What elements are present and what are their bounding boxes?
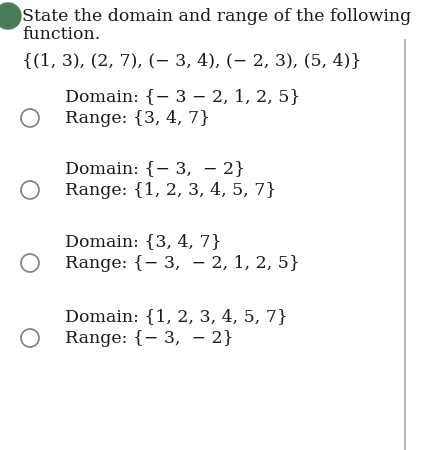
Text: function.: function.	[22, 26, 100, 43]
Text: Range: {3, 4, 7}: Range: {3, 4, 7}	[65, 110, 210, 127]
Text: {(1, 3), (2, 7), (− 3, 4), (− 2, 3), (5, 4)}: {(1, 3), (2, 7), (− 3, 4), (− 2, 3), (5,…	[22, 52, 362, 69]
Text: Domain: {3, 4, 7}: Domain: {3, 4, 7}	[65, 233, 222, 250]
Circle shape	[21, 109, 39, 127]
Text: Domain: {− 3,  − 2}: Domain: {− 3, − 2}	[65, 160, 245, 177]
Text: Domain: {1, 2, 3, 4, 5, 7}: Domain: {1, 2, 3, 4, 5, 7}	[65, 308, 288, 325]
Text: Range: {− 3,  − 2}: Range: {− 3, − 2}	[65, 330, 234, 347]
Circle shape	[0, 3, 21, 29]
Circle shape	[21, 254, 39, 272]
Text: Range: {− 3,  − 2, 1, 2, 5}: Range: {− 3, − 2, 1, 2, 5}	[65, 255, 300, 272]
Text: State the domain and range of the following: State the domain and range of the follow…	[22, 8, 411, 25]
Circle shape	[21, 329, 39, 347]
Circle shape	[21, 181, 39, 199]
Text: Range: {1, 2, 3, 4, 5, 7}: Range: {1, 2, 3, 4, 5, 7}	[65, 182, 276, 199]
Text: Domain: {− 3 − 2, 1, 2, 5}: Domain: {− 3 − 2, 1, 2, 5}	[65, 88, 300, 105]
